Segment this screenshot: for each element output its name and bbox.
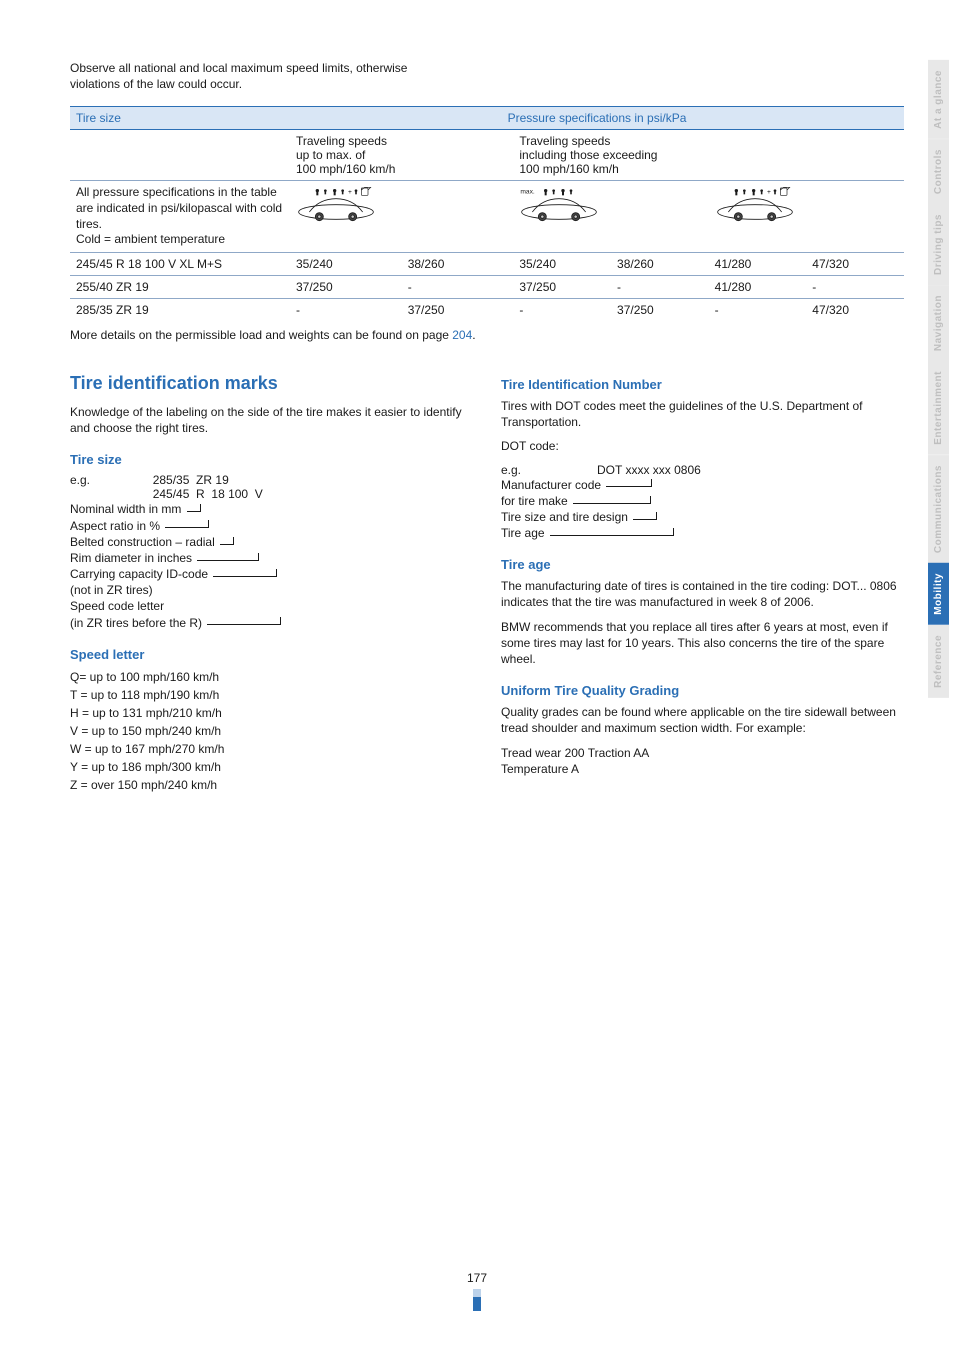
table-footnote: More details on the permissible load and… — [70, 327, 904, 343]
speed-item: Y = up to 186 mph/300 km/h — [70, 758, 473, 776]
tire-size-item: Belted construction – radial — [70, 534, 473, 550]
dot-diagram: e.g. DOT xxxx xxx 0806 Manufacturer code… — [501, 463, 904, 542]
tire-size-item: (in ZR tires before the R) — [70, 615, 473, 631]
speed-letter-list: Q= up to 100 mph/160 km/hT = up to 118 m… — [70, 668, 473, 794]
side-tab[interactable]: Communications — [928, 455, 949, 563]
car-icon-normal: + — [290, 181, 513, 252]
svg-text:+: + — [767, 189, 771, 196]
tire-size-item: Aspect ratio in % — [70, 518, 473, 534]
max-label: max. — [521, 189, 536, 196]
p-utqg-2: Tread wear 200 Traction AATemperature A — [501, 745, 904, 777]
side-tab[interactable]: Entertainment — [928, 361, 949, 455]
side-tab[interactable]: Mobility — [928, 563, 949, 625]
dot-item: Tire size and tire design — [501, 509, 904, 525]
p-age-2: BMW recommends that you replace all tire… — [501, 619, 904, 668]
speed-item: Z = over 150 mph/240 km/h — [70, 776, 473, 794]
tire-size-item: Carrying capacity ID-code — [70, 566, 473, 582]
left-column: Tire identification marks Knowledge of t… — [70, 373, 473, 794]
table-row: 245/45 R 18 100 V XL M+S35/24038/26035/2… — [70, 252, 904, 275]
dot-item: Tire age — [501, 525, 904, 541]
speed-item: H = up to 131 mph/210 km/h — [70, 704, 473, 722]
side-tab[interactable]: Reference — [928, 625, 949, 698]
pressure-table: Tire size Pressure specifications in psi… — [70, 106, 904, 320]
side-tab[interactable]: Controls — [928, 139, 949, 204]
dot-item: for tire make — [501, 493, 904, 509]
th-pressure-spec: Pressure specifications in psi/kPa — [290, 107, 904, 130]
side-tabs: At a glanceControlsDriving tipsNavigatio… — [928, 60, 954, 698]
right-column: Tire Identification Number Tires with DO… — [501, 373, 904, 794]
sub-right: Traveling speedsincluding those exceedin… — [513, 130, 904, 181]
sub-left: Traveling speedsup to max. of100 mph/160… — [290, 130, 513, 181]
car-icon-max: max. — [513, 181, 708, 252]
p-utqg-1: Quality grades can be found where applic… — [501, 704, 904, 736]
car-icon-full: + — [709, 181, 904, 252]
page-link-204[interactable]: 204 — [452, 328, 472, 342]
table-row: 255/40 ZR 1937/250-37/250-41/280- — [70, 275, 904, 298]
p-dot-code-label: DOT code: — [501, 438, 904, 454]
page-number: 177 — [0, 1271, 954, 1311]
tire-size-item: Speed code letter — [70, 598, 473, 614]
p-knowledge: Knowledge of the labeling on the side of… — [70, 404, 473, 436]
h3-tire-age: Tire age — [501, 557, 904, 572]
h3-utqg: Uniform Tire Quality Grading — [501, 683, 904, 698]
speed-item: Q= up to 100 mph/160 km/h — [70, 668, 473, 686]
h3-tire-size: Tire size — [70, 452, 473, 467]
side-tab[interactable]: Driving tips — [928, 204, 949, 285]
side-tab[interactable]: Navigation — [928, 285, 949, 361]
speed-item: T = up to 118 mph/190 km/h — [70, 686, 473, 704]
dot-item: Manufacturer code — [501, 477, 904, 493]
speed-item: W = up to 167 mph/270 km/h — [70, 740, 473, 758]
th-tire-size: Tire size — [70, 107, 290, 130]
tire-size-item: Nominal width in mm — [70, 501, 473, 517]
p-tin: Tires with DOT codes meet the guidelines… — [501, 398, 904, 430]
h3-speed-letter: Speed letter — [70, 647, 473, 662]
table-row: 285/35 ZR 19-37/250-37/250-47/320 — [70, 298, 904, 321]
p-age-1: The manufacturing date of tires is conta… — [501, 578, 904, 610]
side-tab[interactable]: At a glance — [928, 60, 949, 139]
h2-tire-id-marks: Tire identification marks — [70, 373, 473, 394]
tire-size-item: (not in ZR tires) — [70, 582, 473, 598]
h3-tin: Tire Identification Number — [501, 377, 904, 392]
svg-text:+: + — [348, 189, 352, 196]
conditions-cell: All pressure specifications in the table… — [70, 181, 290, 252]
tire-size-diagram: e.g. 285/35 ZR 19 245/45 R 18 100 V Nomi… — [70, 473, 473, 631]
intro-text: Observe all national and local maximum s… — [70, 60, 450, 92]
speed-item: V = up to 150 mph/240 km/h — [70, 722, 473, 740]
tire-size-item: Rim diameter in inches — [70, 550, 473, 566]
